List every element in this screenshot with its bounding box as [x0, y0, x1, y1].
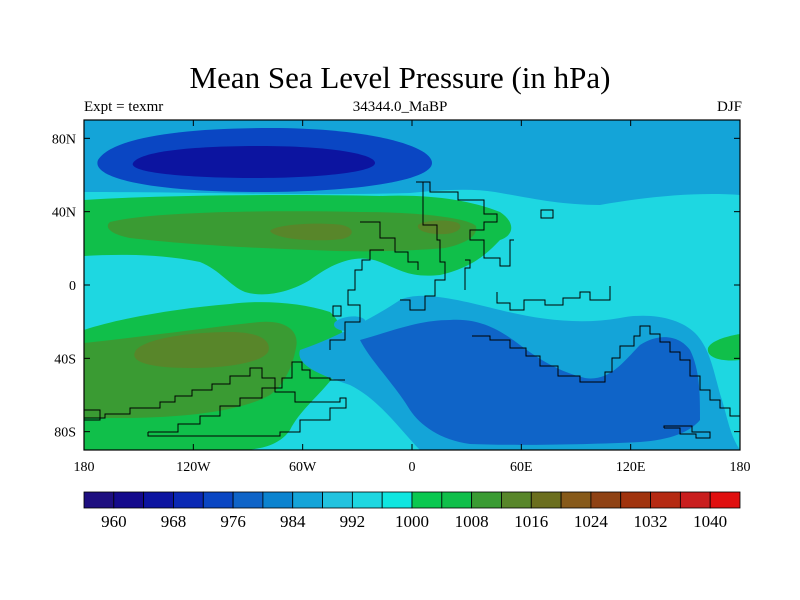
x-tick-label-5: 120E: [616, 460, 646, 475]
x-tick-label-1: 120W: [176, 460, 211, 475]
chart-title: Mean Sea Level Pressure (in hPa): [189, 60, 611, 95]
colorbar-label-8: 1024: [574, 512, 609, 531]
x-tick-label-6: 180: [730, 460, 751, 475]
colorbar-box-2: [143, 491, 174, 509]
antarctica-peninsula: [663, 425, 711, 439]
nh-high-1012-west: [270, 223, 352, 241]
colorbar-box-1: [113, 491, 145, 509]
time-label: 34344.0_MaBP: [352, 99, 448, 115]
colorbar-box-14: [501, 491, 532, 509]
experiment-label: Expt = texmr: [84, 99, 164, 115]
colorbar-label-7: 1016: [514, 512, 548, 531]
y-tick-label-0: 80N: [52, 132, 76, 147]
y-tick-label-3: 40S: [54, 352, 76, 367]
small-island: [332, 305, 342, 317]
colorbar-box-13: [471, 491, 502, 509]
y-tick-label-1: 40N: [52, 206, 76, 221]
eurasia-coastline: [416, 181, 514, 267]
colorbar: 960 968 976 984 992 1000 1008 1016 1024 1032 1040: [83, 491, 741, 531]
colorbar-label-6: 1008: [455, 512, 489, 531]
colorbar-box-17: [590, 491, 622, 509]
arabia-coastline: [464, 259, 471, 290]
southeast-asia-coastline: [496, 286, 611, 311]
colorbar-label-0: 960: [101, 512, 127, 531]
colorbar-label-1: 968: [161, 512, 187, 531]
colorbar-box-21: [709, 491, 741, 509]
colorbar-box-5: [232, 491, 264, 509]
colorbar-label-4: 992: [340, 512, 366, 531]
africa-coastline: [400, 182, 446, 311]
colorbar-box-6: [262, 491, 294, 509]
x-tick-label-0: 180: [74, 460, 95, 475]
colorbar-box-19: [650, 491, 681, 509]
antarctic-low-988: [360, 319, 700, 445]
colorbar-box-7: [292, 491, 323, 509]
sh-high-1012: [134, 332, 269, 368]
antarctica-coastline-east: [472, 325, 740, 417]
caspian-outline: [540, 209, 554, 219]
sh-high-east-1004: [707, 334, 740, 361]
x-tick-label-2: 60W: [289, 460, 317, 475]
colorbar-label-3: 984: [280, 512, 306, 531]
y-axis: 80N 40N 0 40S 80S: [52, 132, 740, 441]
ice-shelf-outline: [84, 409, 101, 421]
x-tick-label-4: 60E: [510, 460, 533, 475]
colorbar-box-9: [351, 491, 383, 509]
north-america-coastline: [360, 221, 419, 270]
colorbar-box-3: [173, 491, 204, 509]
antarctica-ross-shelf: [84, 367, 347, 437]
colorbar-box-8: [322, 491, 353, 509]
colorbar-box-11: [411, 491, 443, 509]
colorbar-box-18: [620, 491, 651, 509]
colorbar-box-0: [83, 491, 115, 509]
season-label: DJF: [716, 99, 742, 115]
antarctica-coastline-west: [148, 361, 345, 433]
colorbar-box-12: [441, 491, 473, 509]
y-tick-label-4: 80S: [54, 426, 76, 441]
nh-high-1012-east: [417, 220, 461, 235]
colorbar-box-10: [381, 491, 413, 509]
east-equatorial-patch-992: [334, 316, 366, 332]
colorbar-label-2: 976: [220, 512, 246, 531]
colorbar-box-20: [679, 491, 711, 509]
colorbar-label-10: 1040: [693, 512, 727, 531]
south-america-coastline: [329, 249, 384, 350]
x-axis: 180 120W 60W 0 60E 120E 180: [74, 120, 751, 475]
colorbar-box-16: [560, 491, 592, 509]
colorbar-label-9: 1032: [634, 512, 668, 531]
colorbar-box-4: [202, 491, 234, 509]
colorbar-box-15: [530, 491, 562, 509]
x-tick-label-3: 0: [409, 460, 416, 475]
colorbar-label-5: 1000: [395, 512, 429, 531]
arctic-low-976: [132, 146, 375, 178]
y-tick-label-2: 0: [69, 279, 76, 294]
